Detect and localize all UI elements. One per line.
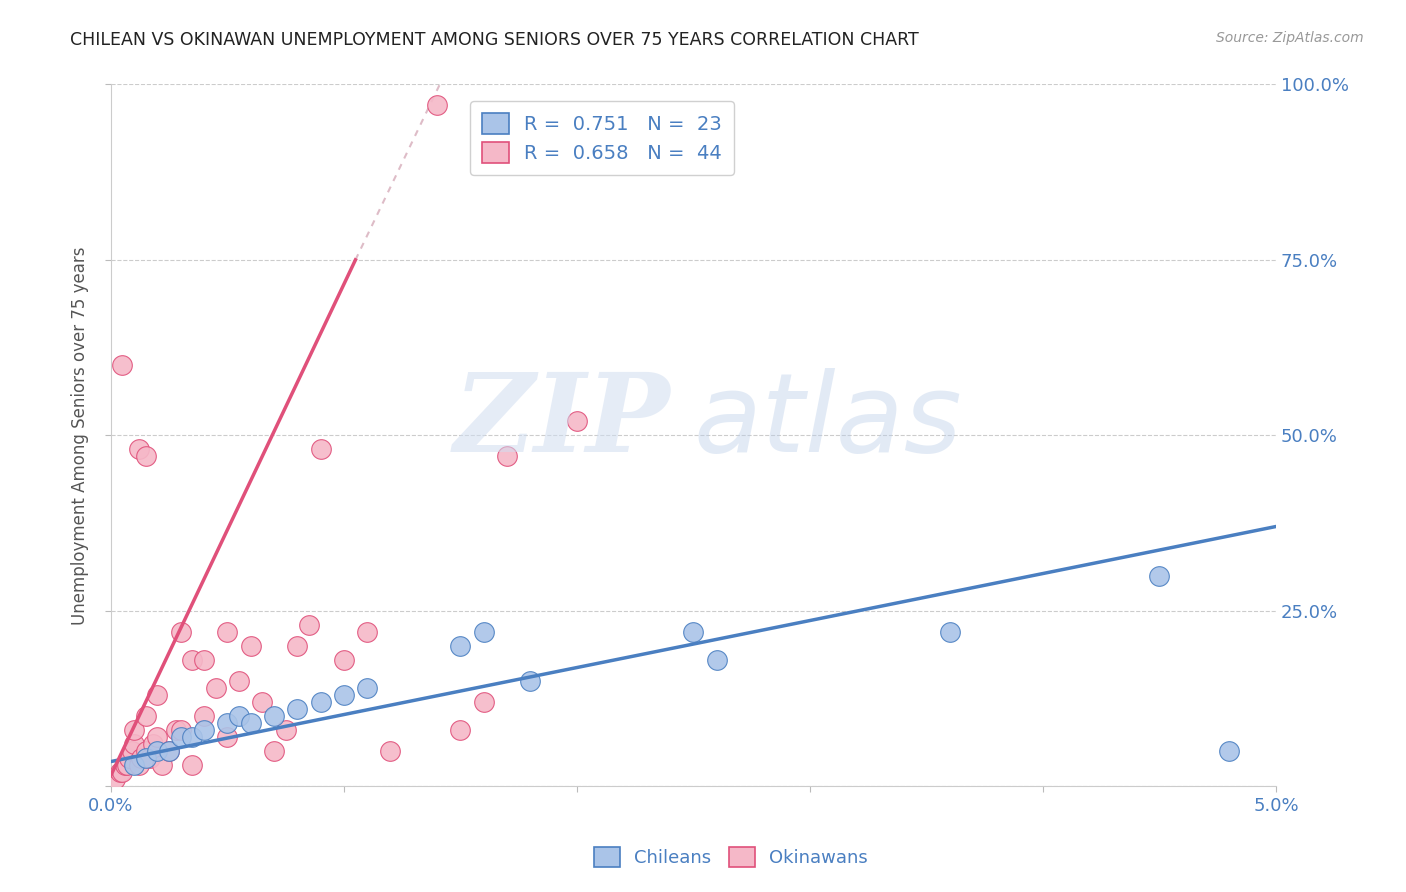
- Point: [356, 624, 378, 639]
- Point: [139, 751, 162, 765]
- Point: [157, 744, 180, 758]
- Point: [263, 744, 285, 758]
- Point: [108, 765, 131, 780]
- Point: [181, 653, 204, 667]
- Point: [135, 450, 157, 464]
- Point: [204, 681, 226, 695]
- Point: [228, 709, 250, 723]
- Point: [121, 744, 143, 758]
- Point: [274, 723, 297, 737]
- Point: [114, 758, 136, 772]
- Point: [170, 723, 193, 737]
- Point: [333, 688, 356, 702]
- Point: [449, 723, 471, 737]
- Point: [142, 737, 165, 751]
- Point: [1149, 568, 1171, 582]
- Point: [128, 442, 150, 457]
- Point: [111, 358, 134, 372]
- Text: atlas: atlas: [693, 368, 962, 475]
- Point: [472, 624, 495, 639]
- Point: [135, 709, 157, 723]
- Legend: R =  0.751   N =  23, R =  0.658   N =  44: R = 0.751 N = 23, R = 0.658 N = 44: [470, 101, 734, 175]
- Point: [104, 772, 127, 786]
- Text: ZIP: ZIP: [453, 368, 671, 475]
- Text: Source: ZipAtlas.com: Source: ZipAtlas.com: [1216, 31, 1364, 45]
- Point: [122, 737, 145, 751]
- Point: [193, 653, 215, 667]
- Point: [135, 744, 157, 758]
- Point: [519, 673, 541, 688]
- Point: [193, 709, 215, 723]
- Point: [228, 673, 250, 688]
- Point: [146, 730, 169, 744]
- Point: [706, 653, 728, 667]
- Point: [565, 414, 588, 428]
- Point: [157, 744, 180, 758]
- Point: [111, 765, 134, 780]
- Point: [217, 624, 239, 639]
- Point: [496, 450, 519, 464]
- Y-axis label: Unemployment Among Seniors over 75 years: Unemployment Among Seniors over 75 years: [72, 246, 89, 624]
- Point: [181, 730, 204, 744]
- Point: [356, 681, 378, 695]
- Point: [263, 709, 285, 723]
- Point: [217, 730, 239, 744]
- Point: [150, 758, 173, 772]
- Point: [170, 730, 193, 744]
- Point: [309, 442, 332, 457]
- Point: [239, 639, 262, 653]
- Point: [1218, 744, 1240, 758]
- Text: CHILEAN VS OKINAWAN UNEMPLOYMENT AMONG SENIORS OVER 75 YEARS CORRELATION CHART: CHILEAN VS OKINAWAN UNEMPLOYMENT AMONG S…: [70, 31, 920, 49]
- Point: [193, 723, 215, 737]
- Point: [118, 751, 141, 765]
- Point: [122, 758, 145, 772]
- Point: [380, 744, 402, 758]
- Point: [239, 716, 262, 731]
- Point: [298, 617, 321, 632]
- Point: [309, 695, 332, 709]
- Point: [129, 751, 152, 765]
- Point: [146, 744, 169, 758]
- Point: [682, 624, 704, 639]
- Point: [181, 758, 204, 772]
- Point: [333, 653, 356, 667]
- Point: [285, 639, 308, 653]
- Legend: Chileans, Okinawans: Chileans, Okinawans: [588, 839, 875, 874]
- Point: [217, 716, 239, 731]
- Point: [285, 702, 308, 716]
- Point: [938, 624, 960, 639]
- Point: [135, 751, 157, 765]
- Point: [115, 758, 138, 772]
- Point: [426, 98, 449, 112]
- Point: [165, 723, 187, 737]
- Point: [122, 723, 145, 737]
- Point: [252, 695, 274, 709]
- Point: [170, 624, 193, 639]
- Point: [449, 639, 471, 653]
- Point: [472, 695, 495, 709]
- Point: [146, 688, 169, 702]
- Point: [128, 758, 150, 772]
